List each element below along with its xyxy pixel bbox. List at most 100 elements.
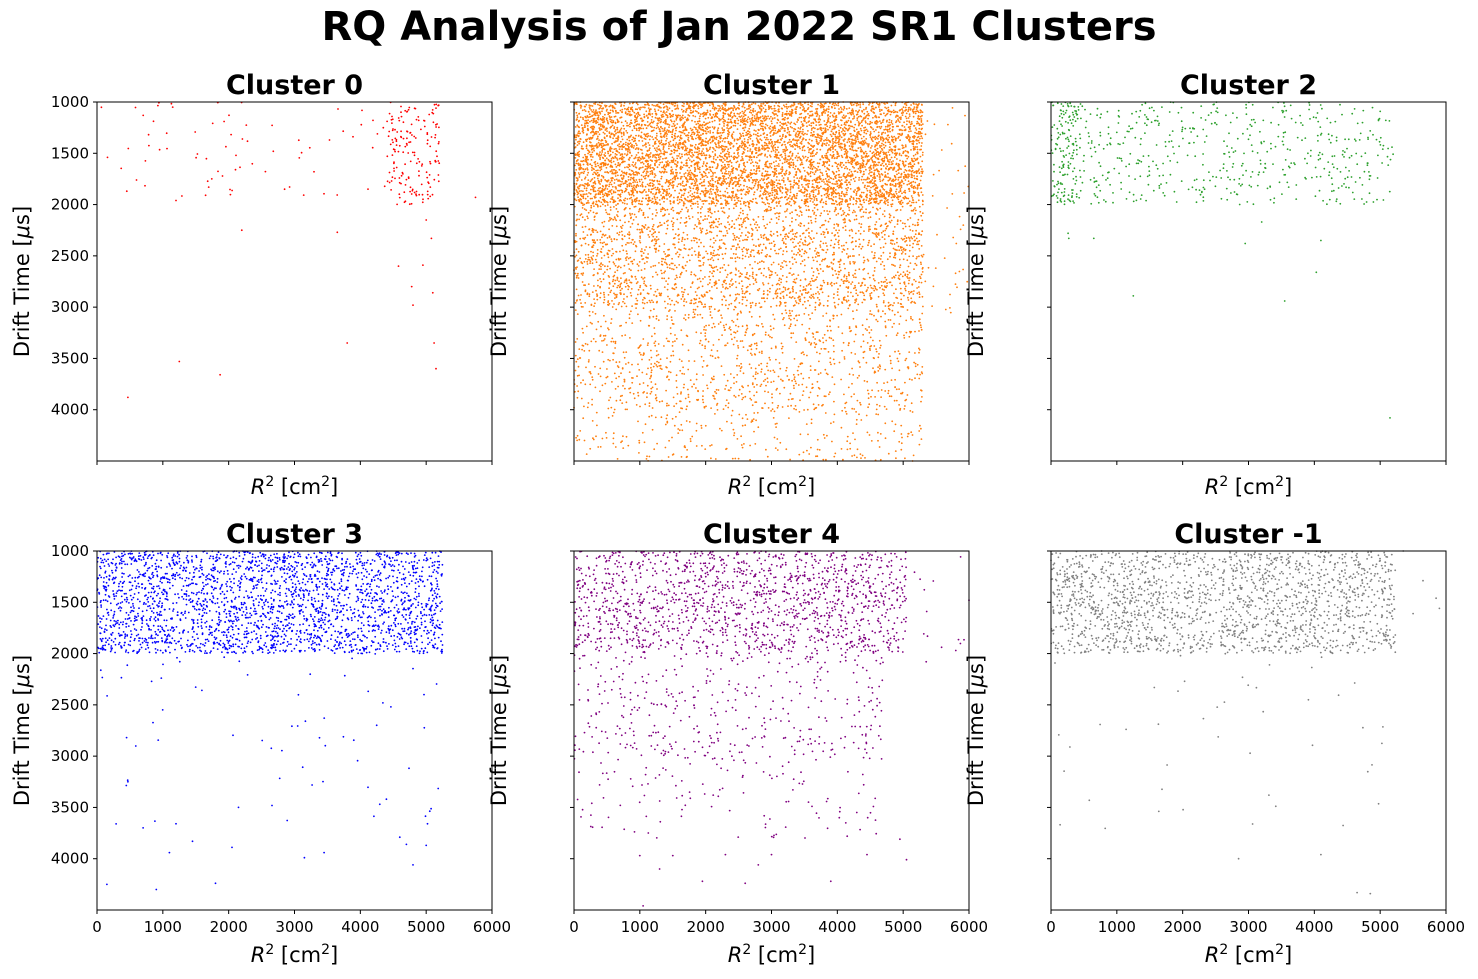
scatter-point: [709, 444, 711, 447]
scatter-point: [614, 264, 617, 267]
scatter-point: [643, 441, 646, 444]
scatter-point: [825, 228, 828, 231]
scatter-point: [700, 229, 702, 232]
scatter-point: [851, 108, 854, 110]
scatter-point: [650, 356, 653, 359]
scatter-point: [851, 455, 853, 457]
scatter-point: [745, 226, 747, 229]
scatter-point: [595, 122, 597, 125]
scatter-point: [752, 244, 755, 247]
scatter-point: [819, 372, 822, 374]
scatter-point: [739, 272, 742, 275]
scatter-point: [670, 262, 673, 265]
scatter-point: [727, 221, 729, 224]
scatter-point: [769, 233, 772, 236]
scatter-point: [768, 205, 770, 208]
scatter-point: [818, 181, 821, 184]
scatter-point: [717, 189, 719, 191]
scatter-point: [583, 238, 586, 240]
scatter-point: [777, 218, 780, 221]
scatter-point: [781, 262, 784, 264]
scatter-point: [727, 406, 730, 409]
scatter-point: [679, 172, 681, 174]
scatter-point: [694, 308, 697, 311]
scatter-point: [426, 139, 429, 142]
scatter-point: [617, 210, 619, 213]
scatter-point: [620, 372, 622, 375]
scatter-point: [854, 286, 857, 289]
scatter-point: [740, 393, 743, 395]
scatter-point: [740, 435, 742, 438]
scatter-point: [734, 293, 737, 296]
scatter-point: [918, 255, 920, 258]
scatter-point: [672, 396, 675, 399]
scatter-point: [622, 249, 625, 252]
scatter-point: [736, 156, 739, 159]
scatter-point: [888, 304, 891, 307]
scatter-point: [902, 306, 904, 308]
scatter-point: [862, 277, 865, 280]
scatter-point: [673, 303, 676, 306]
scatter-point: [797, 384, 800, 386]
scatter-point: [637, 420, 639, 423]
scatter-point: [795, 382, 797, 385]
scatter-point: [839, 163, 842, 166]
scatter-point: [599, 446, 602, 448]
scatter-point: [831, 232, 833, 235]
scatter-point: [704, 338, 707, 341]
scatter-point: [756, 229, 759, 232]
scatter-point: [810, 418, 813, 421]
scatter-point: [894, 265, 896, 267]
scatter-point: [578, 155, 580, 158]
scatter-point: [831, 268, 834, 271]
scatter-point: [636, 299, 639, 302]
scatter-point: [402, 137, 405, 140]
scatter-point: [645, 246, 648, 248]
scatter-point: [775, 217, 778, 219]
scatter-point: [725, 282, 727, 285]
scatter-point: [890, 379, 893, 381]
scatter-point: [898, 440, 901, 443]
scatter-point: [736, 128, 739, 131]
scatter-point: [894, 257, 897, 259]
scatter-point: [716, 269, 719, 271]
scatter-point: [886, 258, 889, 261]
scatter-point: [879, 286, 881, 289]
scatter-point: [418, 160, 421, 163]
scatter-point: [721, 253, 724, 256]
scatter-point: [575, 240, 578, 243]
scatter-point: [951, 107, 954, 109]
scatter-point: [760, 152, 763, 155]
scatter-point: [825, 251, 828, 254]
scatter-point: [755, 324, 758, 327]
scatter-point: [913, 235, 916, 238]
scatter-point: [641, 224, 644, 227]
scatter-point: [884, 242, 887, 245]
scatter-point: [877, 439, 879, 442]
scatter-point: [905, 398, 908, 401]
scatter-point: [877, 282, 880, 284]
scatter-point: [352, 135, 354, 138]
scatter-point: [841, 302, 844, 304]
scatter-point: [765, 384, 767, 387]
scatter-point: [694, 120, 696, 123]
scatter-point: [821, 285, 823, 287]
scatter-point: [650, 287, 652, 290]
scatter-point: [867, 217, 870, 219]
scatter-point: [821, 258, 824, 261]
scatter-point: [596, 424, 598, 427]
scatter-point: [731, 319, 733, 322]
scatter-point: [651, 335, 653, 338]
scatter-point: [798, 314, 800, 317]
scatter-point: [716, 402, 719, 405]
scatter-point: [621, 334, 623, 337]
scatter-point: [851, 407, 854, 410]
scatter-point: [437, 174, 440, 176]
scatter-point: [288, 186, 291, 188]
scatter-point: [861, 301, 864, 304]
scatter-point: [651, 169, 653, 172]
scatter-point: [667, 295, 669, 298]
scatter-point: [866, 123, 869, 125]
scatter-point: [693, 273, 696, 276]
scatter-point: [817, 373, 820, 376]
